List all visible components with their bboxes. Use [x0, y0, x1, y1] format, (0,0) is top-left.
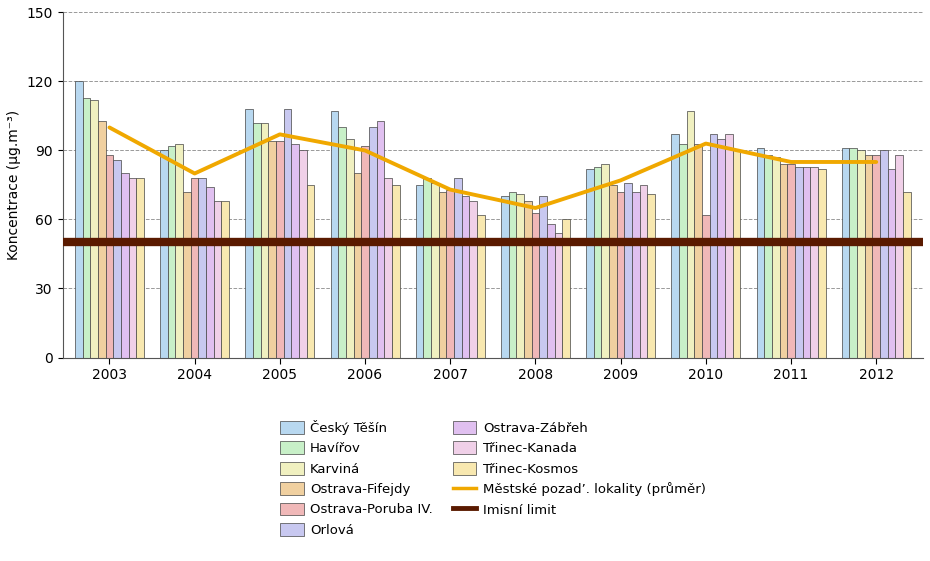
Bar: [516, 194, 524, 357]
Bar: [679, 144, 686, 357]
Bar: [276, 141, 284, 357]
Bar: [501, 196, 509, 357]
Bar: [725, 135, 733, 357]
Legend: Český Těšín, Havířov, Karviná, Ostrava-Fifejdy, Ostrava-Poruba IV., Orlová, Ostr: Český Těšín, Havířov, Karviná, Ostrava-F…: [276, 416, 710, 541]
Bar: [865, 155, 872, 357]
Bar: [563, 219, 570, 357]
Bar: [817, 169, 826, 357]
Bar: [717, 139, 725, 357]
Bar: [710, 135, 717, 357]
Bar: [857, 150, 865, 357]
Bar: [686, 112, 695, 357]
Bar: [632, 192, 640, 357]
Bar: [470, 201, 477, 357]
Bar: [167, 146, 176, 357]
Bar: [113, 160, 121, 357]
Bar: [454, 178, 461, 357]
Bar: [198, 178, 206, 357]
Bar: [339, 127, 346, 357]
Bar: [872, 155, 880, 357]
Bar: [128, 178, 137, 357]
Bar: [353, 173, 361, 357]
Bar: [849, 148, 857, 357]
Bar: [764, 155, 772, 357]
Bar: [206, 187, 214, 357]
Bar: [477, 215, 485, 357]
Bar: [532, 213, 539, 357]
Bar: [640, 185, 647, 357]
Bar: [284, 109, 291, 357]
Bar: [369, 127, 377, 357]
Bar: [896, 155, 903, 357]
Bar: [75, 81, 83, 357]
Bar: [903, 192, 910, 357]
Bar: [539, 196, 547, 357]
Bar: [253, 123, 260, 357]
Bar: [392, 185, 400, 357]
Bar: [647, 194, 655, 357]
Bar: [509, 192, 516, 357]
Bar: [416, 185, 423, 357]
Bar: [121, 173, 128, 357]
Bar: [377, 121, 384, 357]
Bar: [361, 146, 369, 357]
Y-axis label: Koncentrace (µg.m⁻³): Koncentrace (µg.m⁻³): [7, 110, 21, 260]
Bar: [330, 112, 339, 357]
Bar: [602, 164, 609, 357]
Bar: [191, 178, 198, 357]
Bar: [880, 150, 888, 357]
Bar: [90, 100, 98, 357]
Bar: [384, 178, 392, 357]
Bar: [787, 164, 795, 357]
Bar: [593, 167, 602, 357]
Bar: [221, 201, 229, 357]
Bar: [446, 190, 454, 357]
Bar: [795, 167, 803, 357]
Bar: [214, 201, 221, 357]
Bar: [842, 148, 849, 357]
Bar: [106, 155, 113, 357]
Bar: [733, 150, 740, 357]
Bar: [888, 169, 896, 357]
Bar: [423, 178, 432, 357]
Bar: [246, 109, 253, 357]
Bar: [269, 141, 276, 357]
Bar: [346, 139, 353, 357]
Bar: [439, 192, 446, 357]
Bar: [307, 185, 314, 357]
Bar: [671, 135, 679, 357]
Bar: [176, 144, 183, 357]
Bar: [260, 123, 269, 357]
Bar: [432, 183, 439, 357]
Bar: [291, 144, 299, 357]
Bar: [98, 121, 106, 357]
Bar: [756, 148, 764, 357]
Bar: [617, 192, 624, 357]
Bar: [810, 167, 817, 357]
Bar: [299, 150, 307, 357]
Bar: [803, 167, 810, 357]
Bar: [772, 158, 779, 357]
Bar: [461, 196, 470, 357]
Bar: [547, 224, 554, 357]
Bar: [695, 144, 702, 357]
Bar: [524, 201, 532, 357]
Bar: [83, 98, 90, 357]
Bar: [137, 178, 144, 357]
Bar: [586, 169, 593, 357]
Bar: [624, 183, 632, 357]
Bar: [702, 215, 710, 357]
Bar: [554, 233, 563, 357]
Bar: [183, 192, 191, 357]
Bar: [609, 185, 617, 357]
Bar: [160, 150, 167, 357]
Bar: [779, 164, 787, 357]
